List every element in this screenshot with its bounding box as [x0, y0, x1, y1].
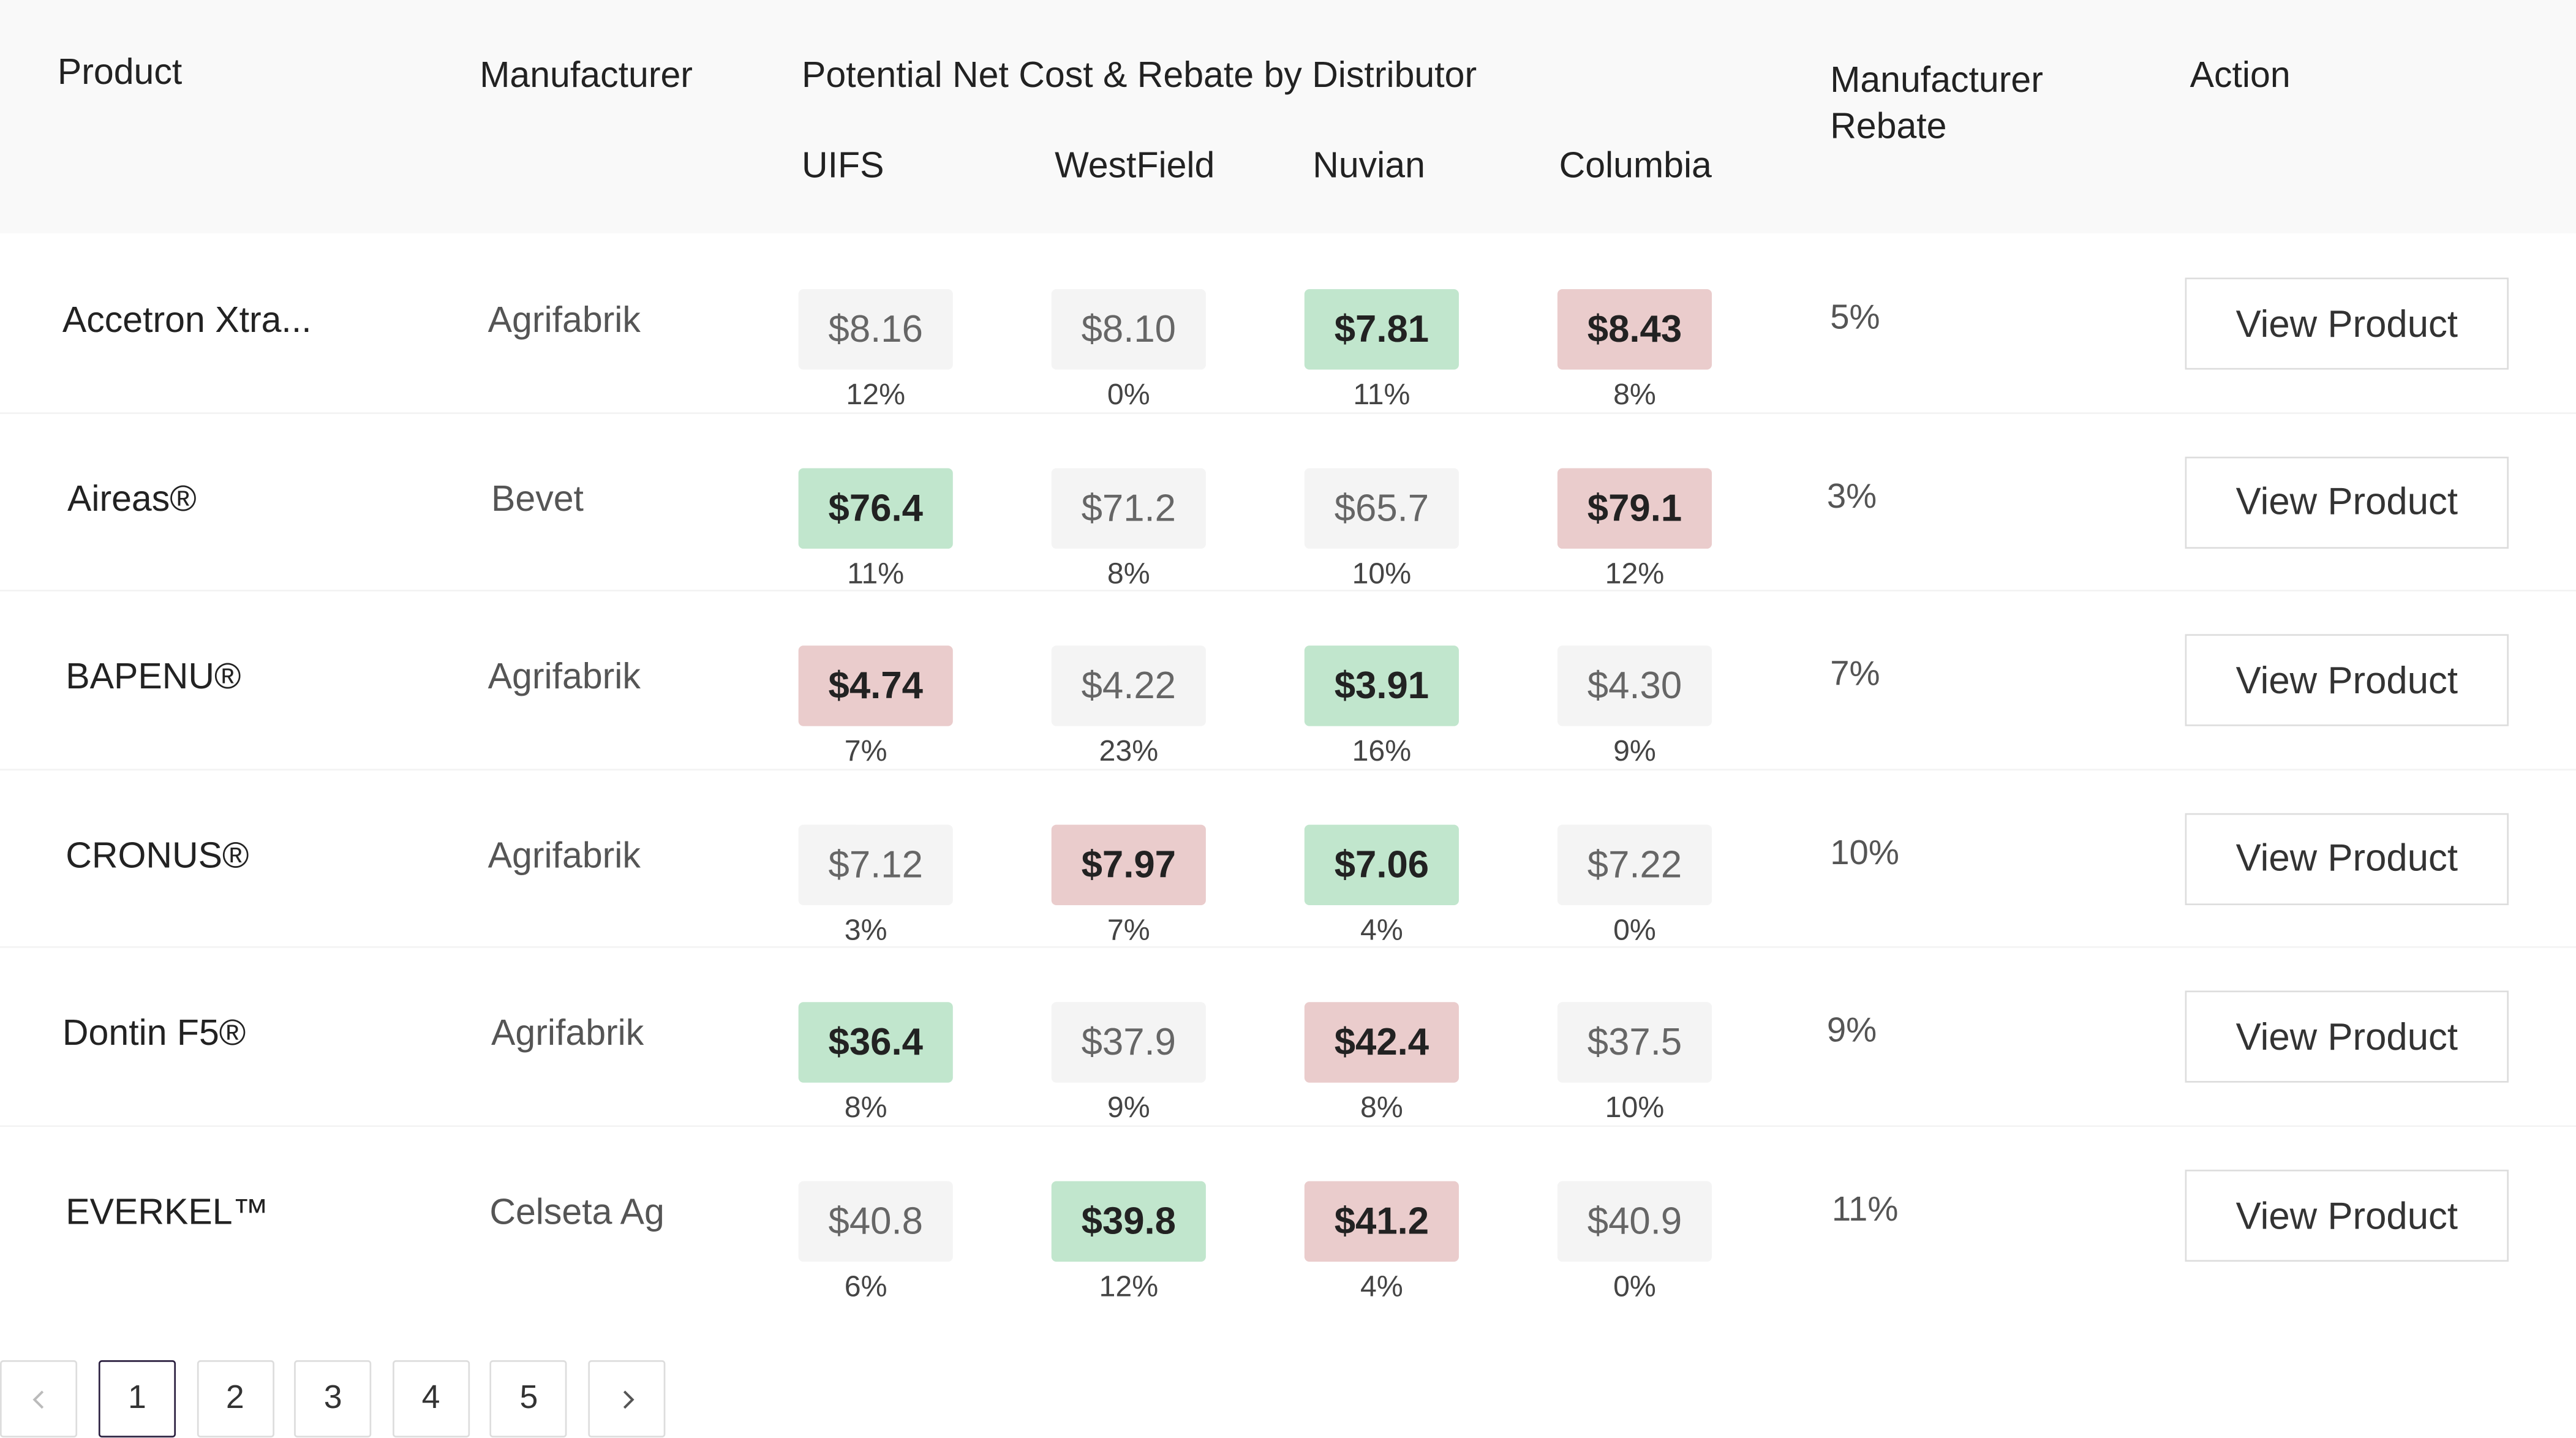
- manufacturer-rebate: 11%: [1831, 1191, 1899, 1229]
- product-name: CRONUS®: [66, 834, 249, 876]
- price-gray: $4.22: [1051, 646, 1206, 727]
- manufacturer: Agrifabrik: [488, 834, 641, 876]
- price-gray: $40.9: [1557, 1181, 1712, 1262]
- rebate: 4%: [1360, 1270, 1403, 1303]
- page-button[interactable]: 4: [392, 1360, 470, 1438]
- product-name: BAPENU®: [66, 655, 241, 697]
- header-product: Product: [57, 51, 183, 92]
- page-button[interactable]: 2: [196, 1360, 274, 1438]
- rebate: 0%: [1613, 913, 1656, 946]
- rebate: 23%: [1099, 734, 1159, 768]
- manufacturer: Bevet: [491, 477, 584, 519]
- price-green: $7.81: [1304, 289, 1459, 370]
- product-name: EVERKEL™: [66, 1191, 269, 1232]
- product-name: Dontin F5®: [62, 1012, 246, 1054]
- price-gray: $37.9: [1051, 1003, 1206, 1083]
- rebate: 11%: [847, 556, 905, 589]
- header-action: Action: [2190, 54, 2291, 96]
- manufacturer: Agrifabrik: [488, 299, 641, 341]
- price-green: $36.4: [798, 1003, 953, 1083]
- header-distributor-group: Potential Net Cost & Rebate by Distribut…: [802, 54, 1477, 96]
- manufacturer-rebate: 9%: [1826, 1012, 1877, 1051]
- rebate: 0%: [1107, 377, 1150, 411]
- view-product-button[interactable]: View Product: [2185, 813, 2509, 905]
- manufacturer-rebate: 10%: [1830, 834, 1899, 872]
- price-green: $39.8: [1051, 1181, 1206, 1262]
- row-separator: [0, 412, 2576, 413]
- row-separator: [0, 768, 2576, 770]
- rebate: 7%: [844, 734, 887, 768]
- header-manufacturer-rebate: Manufacturer Rebate: [1830, 59, 2043, 146]
- page-button[interactable]: 3: [294, 1360, 372, 1438]
- rebate: 12%: [1099, 1270, 1159, 1303]
- header-distributor: Nuvian: [1312, 145, 1425, 186]
- price-gray: $8.10: [1051, 289, 1206, 370]
- row-separator: [0, 1125, 2576, 1127]
- rebate: 11%: [1353, 377, 1410, 411]
- view-product-button[interactable]: View Product: [2185, 991, 2509, 1083]
- rebate: 12%: [846, 377, 906, 411]
- rebate: 9%: [1613, 734, 1656, 768]
- rebate: 16%: [1352, 734, 1412, 768]
- price-green: $3.91: [1304, 646, 1459, 727]
- price-gray: $7.12: [798, 824, 953, 905]
- price-red: $79.1: [1557, 467, 1712, 548]
- page-current[interactable]: 1: [98, 1360, 176, 1438]
- manufacturer: Agrifabrik: [491, 1012, 644, 1054]
- price-red: $4.74: [798, 646, 953, 727]
- manufacturer: Celseta Ag: [489, 1191, 665, 1232]
- rebate: 4%: [1360, 913, 1403, 946]
- price-green: $76.4: [798, 467, 953, 548]
- next-page[interactable]: [588, 1360, 666, 1438]
- price-gray: $7.22: [1557, 824, 1712, 905]
- rebate: 8%: [1107, 556, 1150, 589]
- rebate: 10%: [1605, 1091, 1665, 1124]
- header-manufacturer: Manufacturer: [480, 54, 693, 96]
- rebate: 8%: [844, 1091, 887, 1124]
- header-bg: [0, 0, 2576, 233]
- price-gray: $40.8: [798, 1181, 953, 1262]
- price-gray: $71.2: [1051, 467, 1206, 548]
- manufacturer-rebate: 5%: [1830, 299, 1880, 337]
- rebate: 6%: [844, 1270, 887, 1303]
- price-red: $41.2: [1304, 1181, 1459, 1262]
- prev-page[interactable]: [0, 1360, 78, 1438]
- rebate: 0%: [1613, 1270, 1656, 1303]
- price-gray: $37.5: [1557, 1003, 1712, 1083]
- price-red: $7.97: [1051, 824, 1206, 905]
- product-name: Aireas®: [67, 477, 197, 519]
- page-button[interactable]: 5: [490, 1360, 568, 1438]
- manufacturer-rebate: 7%: [1830, 655, 1880, 694]
- header-distributor: WestField: [1055, 145, 1215, 186]
- header-distributor: UIFS: [802, 145, 884, 186]
- header-distributor: Columbia: [1559, 145, 1712, 186]
- view-product-button[interactable]: View Product: [2185, 1169, 2509, 1262]
- rebate: 3%: [844, 913, 887, 946]
- rebate: 7%: [1107, 913, 1150, 946]
- price-gray: $65.7: [1304, 467, 1459, 548]
- price-red: $8.43: [1557, 289, 1712, 370]
- chevron-left: [32, 1390, 43, 1408]
- row-separator: [0, 590, 2576, 592]
- rebate: 9%: [1107, 1091, 1150, 1124]
- view-product-button[interactable]: View Product: [2185, 277, 2509, 370]
- price-green: $7.06: [1304, 824, 1459, 905]
- chevron-right: [622, 1390, 634, 1408]
- row-separator: [0, 947, 2576, 949]
- price-gray: $4.30: [1557, 646, 1712, 727]
- rebate: 10%: [1352, 556, 1412, 589]
- price-red: $42.4: [1304, 1003, 1459, 1083]
- manufacturer-rebate: 3%: [1826, 477, 1877, 516]
- product-name: Accetron Xtra...: [62, 299, 312, 341]
- manufacturer: Agrifabrik: [488, 655, 641, 697]
- rebate: 12%: [1605, 556, 1665, 589]
- price-gray: $8.16: [798, 289, 953, 370]
- view-product-button[interactable]: View Product: [2185, 456, 2509, 548]
- rebate: 8%: [1360, 1091, 1403, 1124]
- rebate: 8%: [1613, 377, 1656, 411]
- view-product-button[interactable]: View Product: [2185, 634, 2509, 727]
